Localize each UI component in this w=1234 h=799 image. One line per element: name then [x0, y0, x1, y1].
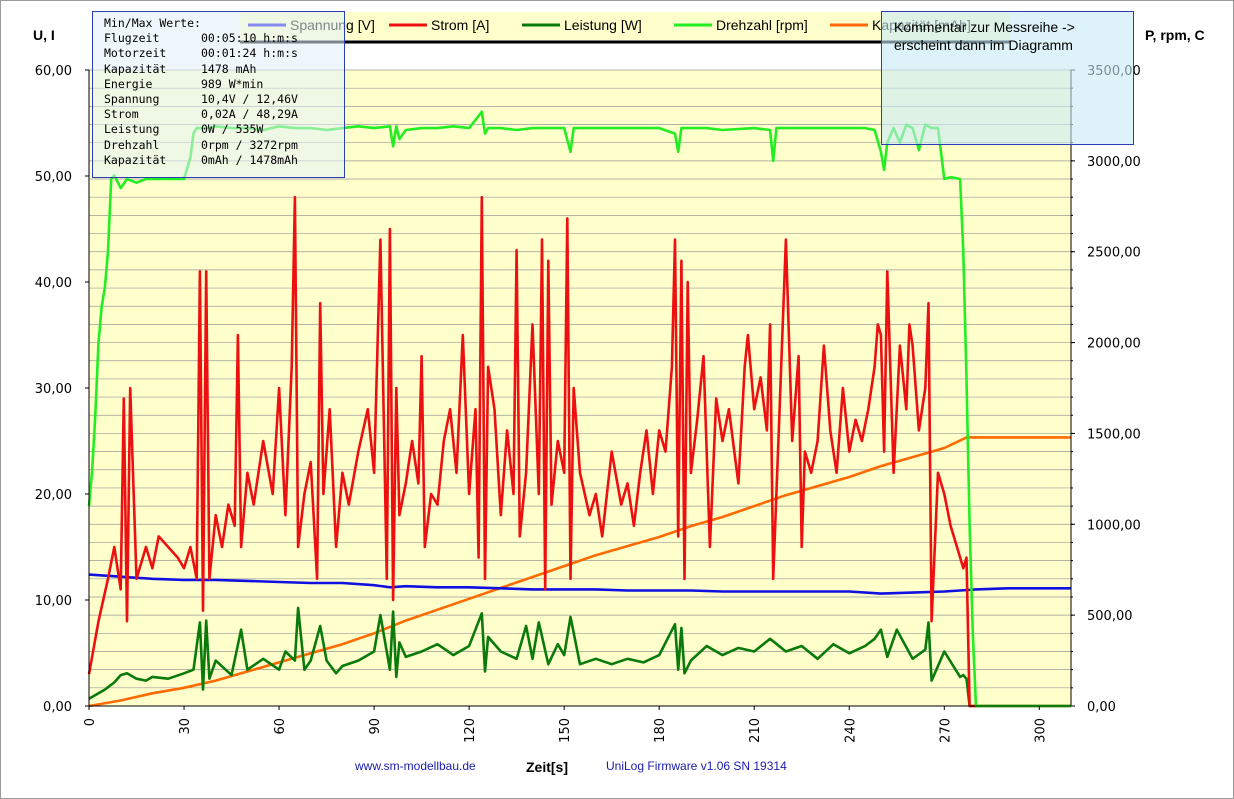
y-right-tick-label: 2000,00: [1087, 337, 1141, 352]
info-box-rows: Flugzeit 00:05:10 h:m:s Motorzeit 00:01:24 …: [104, 31, 344, 168]
info-row-value: 1478 mAh: [201, 61, 257, 76]
info-row-key: Flugzeit: [104, 31, 160, 46]
info-row: Kapazität 1478 mAh: [104, 62, 344, 77]
comment-line-1: Kommentar zur Messreihe ->: [894, 19, 1075, 35]
info-row-key: Kapazität: [104, 152, 167, 167]
y-right-tick-label: 1000,00: [1087, 518, 1141, 533]
y-right-tick-label: 0,00: [1087, 700, 1116, 715]
y-axis-left-label: U, I: [33, 27, 55, 43]
x-tick-label: 300: [1033, 718, 1048, 743]
info-row-value: 0,02A / 48,29A: [201, 107, 298, 122]
series-0-line: [88, 573, 1071, 595]
info-row-key: Kapazität: [104, 61, 167, 76]
x-tick-label: 210: [748, 718, 763, 743]
series-4-line: [88, 436, 1071, 708]
info-row-key: Motorzeit: [104, 46, 167, 61]
firmware-info: UniLog Firmware v1.06 SN 19314: [606, 759, 787, 773]
y-axis-right-label: P, rpm, C: [1145, 27, 1205, 43]
info-row: Motorzeit 00:01:24 h:m:s: [104, 46, 344, 61]
legend-label: Strom [A]: [431, 17, 489, 33]
website-link[interactable]: www.sm-modellbau.de: [355, 759, 476, 773]
x-tick-label: 180: [653, 718, 668, 743]
y-left-tick-label: 10,00: [35, 594, 72, 609]
y-right-tick-label: 1500,00: [1087, 427, 1141, 442]
info-row: Leistung 0W / 535W: [104, 122, 344, 137]
y-right-tick-label: 3000,00: [1087, 155, 1141, 170]
x-tick-label: 240: [843, 718, 858, 743]
info-row-value: 00:01:24 h:m:s: [201, 46, 298, 61]
series-1-line: [87, 195, 1071, 708]
x-tick-label: 30: [178, 718, 193, 735]
info-row-value: 10,4V / 12,46V: [201, 92, 298, 107]
x-tick-label: 0: [83, 718, 98, 726]
info-box-title: Min/Max Werte:: [104, 16, 201, 30]
x-tick-label: 60: [273, 718, 288, 735]
info-row-value: 989 W*min: [201, 76, 264, 91]
series-2-line: [88, 606, 1071, 708]
y-left-tick-label: 30,00: [35, 382, 72, 397]
comment-line-2: erscheint dann im Diagramm: [894, 37, 1073, 53]
info-row: Kapazität 0mAh / 1478mAh: [104, 153, 344, 168]
y-right-tick-label: 2500,00: [1087, 246, 1141, 261]
legend-label: Drehzahl [rpm]: [716, 17, 808, 33]
x-axis-label: Zeit[s]: [526, 759, 568, 775]
info-row-key: Strom: [104, 107, 139, 122]
info-row-key: Drehzahl: [104, 137, 160, 152]
min-max-info-box: Min/Max Werte: Flugzeit 00:05:10 h:m:s Mot…: [92, 11, 345, 178]
comment-box[interactable]: Kommentar zur Messreihe -> erscheint dan…: [881, 11, 1134, 145]
info-row: Energie 989 W*min: [104, 77, 344, 92]
info-row-value: 0rpm / 3272rpm: [201, 137, 298, 152]
y-right-tick-label: 500,00: [1087, 609, 1133, 624]
info-row-value: 0mAh / 1478mAh: [201, 152, 298, 167]
info-row-key: Leistung: [104, 122, 160, 137]
x-tick-label: 120: [463, 718, 478, 743]
info-row: Drehzahl 0rpm / 3272rpm: [104, 138, 344, 153]
info-row: Strom 0,02A / 48,29A: [104, 107, 344, 122]
info-row: Flugzeit 00:05:10 h:m:s: [104, 31, 344, 46]
legend-label: Leistung [W]: [564, 17, 642, 33]
y-left-tick-label: 60,00: [35, 64, 72, 79]
info-row-value: 00:05:10 h:m:s: [201, 31, 298, 46]
info-row: Spannung 10,4V / 12,46V: [104, 92, 344, 107]
y-left-tick-label: 50,00: [35, 170, 72, 185]
x-tick-label: 150: [558, 718, 573, 743]
y-left-tick-label: 40,00: [35, 276, 72, 291]
x-tick-label: 270: [938, 718, 953, 743]
info-row-key: Spannung: [104, 92, 160, 107]
x-tick-label: 90: [368, 718, 383, 735]
y-left-tick-label: 20,00: [35, 488, 72, 503]
info-row-value: 0W / 535W: [201, 122, 264, 137]
info-row-key: Energie: [104, 76, 153, 91]
y-left-tick-label: 0,00: [43, 700, 72, 715]
